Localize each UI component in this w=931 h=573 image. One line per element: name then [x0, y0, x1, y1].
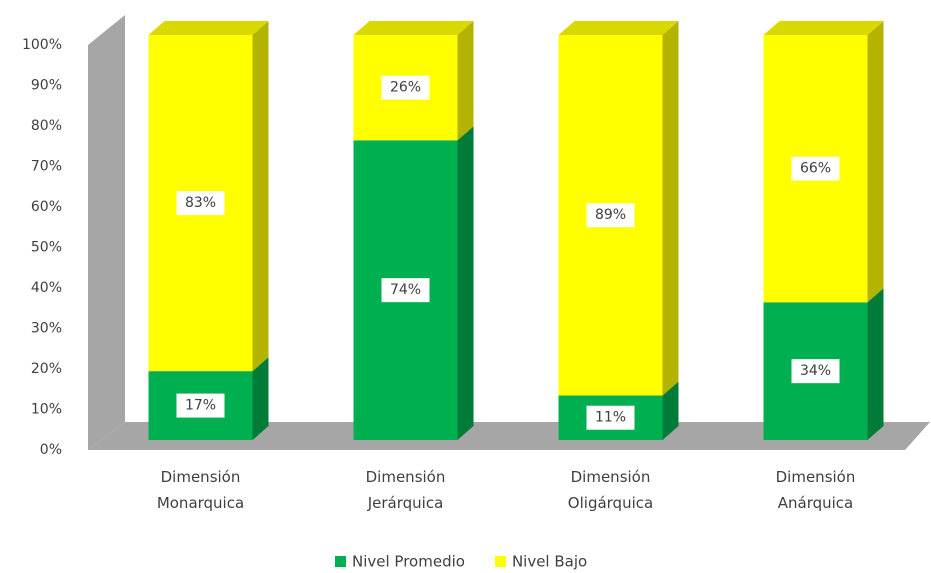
y-tick-label: 100% — [22, 37, 62, 53]
y-tick-label: 30% — [31, 321, 62, 337]
bar-side — [867, 288, 884, 440]
data-label: 17% — [185, 398, 216, 414]
legend-swatch — [335, 556, 346, 567]
bar-side — [252, 357, 269, 440]
data-label-box — [381, 75, 430, 100]
x-tick-label: Dimensión Anárquica — [775, 468, 856, 512]
y-tick-label: 60% — [31, 199, 62, 215]
y-tick-label: 10% — [31, 402, 62, 418]
bar-side — [457, 126, 474, 441]
x-tick-label: Dimensión Jerárquica — [365, 468, 446, 512]
data-label-box — [791, 156, 840, 181]
data-label-box — [586, 405, 635, 430]
data-label: 74% — [390, 282, 421, 298]
bar-side — [662, 381, 679, 440]
data-label-box — [176, 393, 225, 418]
bar-top — [558, 21, 679, 35]
data-label: 66% — [800, 161, 831, 177]
data-label-box — [791, 359, 840, 384]
x-tick-label: Dimensión Oligárquica — [567, 468, 654, 512]
data-label: 83% — [185, 195, 216, 211]
floor — [88, 422, 930, 450]
data-label: 34% — [800, 363, 831, 379]
data-label-box — [586, 203, 635, 228]
legend-label: Nivel Promedio — [352, 553, 465, 571]
y-tick-label: 40% — [31, 280, 62, 296]
y-tick-label: 70% — [31, 159, 62, 175]
bar-top — [763, 21, 884, 35]
data-label: 26% — [390, 80, 421, 96]
x-tick-label: Dimensión Monarquica — [156, 468, 245, 512]
data-label-box — [176, 191, 225, 216]
bar-side — [867, 21, 884, 303]
y-tick-label: 50% — [31, 240, 62, 256]
legend-label: Nivel Bajo — [512, 553, 587, 571]
legend-swatch — [494, 556, 506, 567]
data-label: 89% — [595, 207, 626, 223]
bar-side — [662, 21, 679, 396]
y-tick-label: 80% — [31, 118, 62, 134]
y-tick-label: 90% — [31, 78, 62, 94]
bar-top — [148, 21, 269, 35]
data-label-box — [381, 278, 430, 303]
y-tick-label: 20% — [31, 361, 62, 377]
bar-side — [457, 21, 474, 141]
back-wall — [88, 15, 125, 450]
y-tick-label: 0% — [40, 442, 62, 458]
bar-side — [252, 21, 269, 372]
data-label: 11% — [595, 410, 626, 426]
bar-top — [353, 21, 474, 35]
